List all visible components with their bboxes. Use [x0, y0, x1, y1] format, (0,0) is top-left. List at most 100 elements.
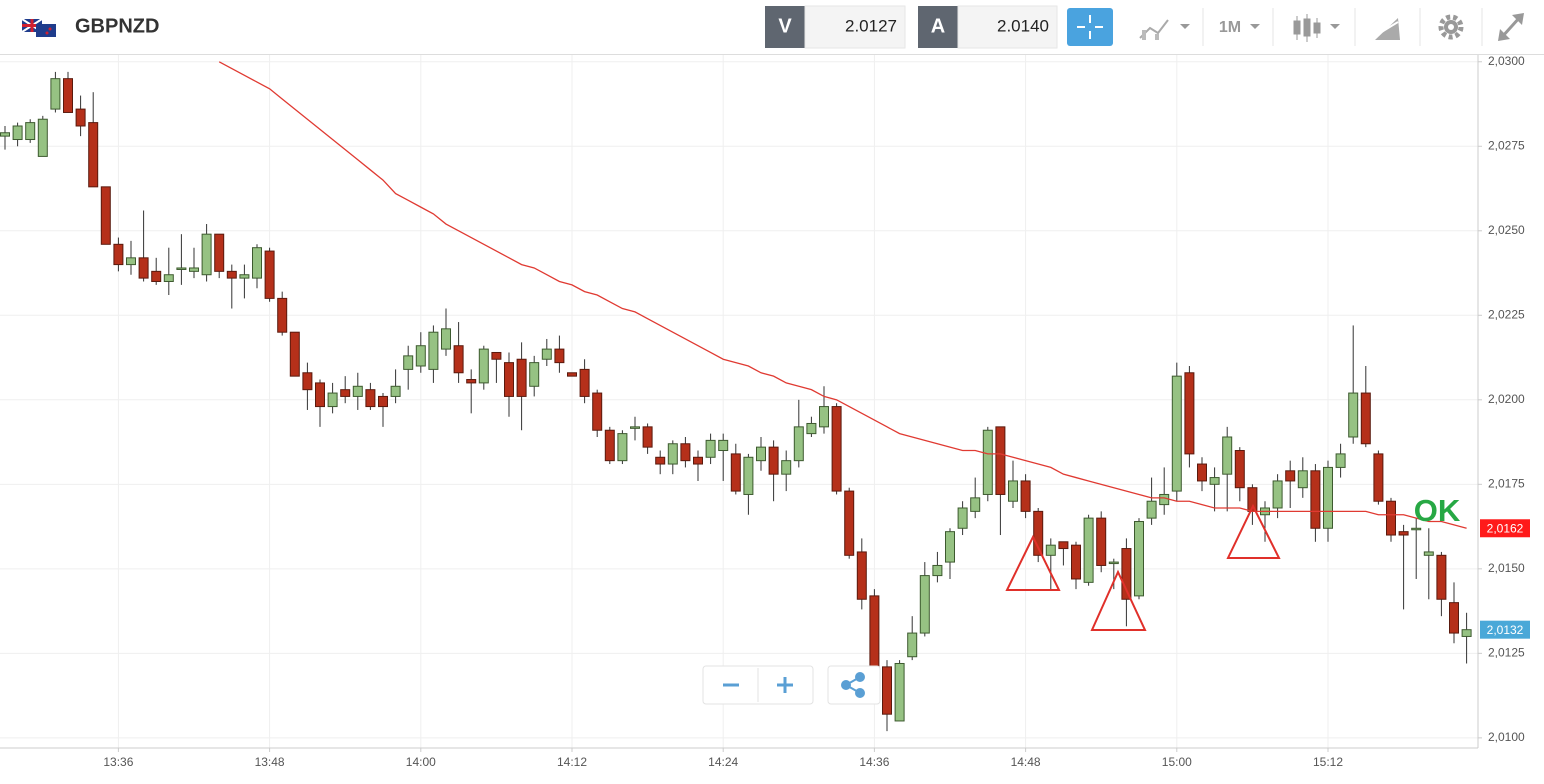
candle-body: [12, 125, 23, 141]
candle-body: [995, 426, 1006, 495]
candle-body: [844, 490, 855, 556]
candle-body: [315, 382, 325, 408]
candle-body: [0, 132, 10, 137]
candle-style-button[interactable]: [1293, 14, 1340, 42]
candle-body: [264, 250, 275, 299]
moving-average-line: [218, 61, 1467, 529]
candle-body: [365, 389, 376, 408]
candle-body: [554, 348, 565, 364]
candle-body: [1197, 463, 1207, 482]
candle-body: [1335, 453, 1346, 468]
candle-body: [113, 243, 124, 266]
candle-body: [592, 392, 603, 431]
x-tick-label: 15:12: [1313, 755, 1343, 769]
candle-body: [781, 460, 792, 475]
triangle: [1226, 503, 1281, 559]
x-tick-label: 14:24: [708, 755, 738, 769]
y-tick-label: 2,0100: [1488, 730, 1525, 744]
settings-button[interactable]: [1438, 14, 1464, 40]
candle-body: [252, 247, 262, 279]
candle-body: [693, 456, 703, 465]
fullscreen-button[interactable]: [1498, 13, 1524, 41]
candle-body: [869, 595, 880, 668]
zoom-controls: [702, 665, 881, 705]
share-icon: [841, 672, 865, 698]
candle-body: [1071, 544, 1081, 580]
candle-body: [176, 267, 187, 270]
candle-body: [516, 358, 527, 397]
candle-body: [819, 406, 829, 428]
x-tick-label: 14:12: [557, 755, 587, 769]
candle-body: [617, 433, 628, 462]
candle-body: [718, 439, 729, 452]
candle-body: [982, 429, 993, 495]
candle-body: [1423, 551, 1434, 556]
candle-body: [1033, 510, 1044, 556]
candle-body: [1461, 629, 1472, 637]
candle-body: [630, 426, 640, 429]
y-tick-label: 2,0300: [1488, 54, 1525, 68]
candle-body: [126, 257, 136, 266]
price-badge: [1480, 519, 1530, 538]
draw-tools-button[interactable]: [1374, 18, 1400, 40]
candle-body: [25, 122, 36, 141]
ask-value-box: [957, 5, 1058, 49]
y-tick-label: 2,0125: [1488, 646, 1525, 660]
candle-body: [428, 331, 439, 370]
bid-box[interactable]: [765, 6, 805, 48]
candle-body: [1373, 453, 1384, 502]
candle-body: [680, 443, 691, 462]
candle-body: [730, 453, 741, 492]
axes: 2,0100 2,0125 2,0150 2,0175 2,0200 2,0225 2,02…: [103, 54, 1530, 769]
candle-body: [945, 531, 955, 563]
candle-body: [541, 348, 552, 360]
candle-body: [579, 368, 590, 397]
ask-box[interactable]: [918, 6, 958, 48]
zoom-in[interactable]: [777, 677, 793, 693]
candle-body: [655, 456, 666, 465]
candle-body: [214, 233, 225, 272]
candle-body: [1323, 466, 1333, 529]
candle-body: [1209, 477, 1220, 485]
candle-body: [466, 379, 477, 384]
candle-body: [1045, 544, 1056, 556]
candle-body: [793, 426, 804, 462]
candle-body: [378, 395, 388, 408]
candle-body: [894, 662, 905, 722]
y-tick-label: 2,0250: [1488, 223, 1525, 237]
plot-area: [0, 61, 1472, 732]
candle-body: [957, 507, 968, 529]
share-button[interactable]: [827, 665, 881, 705]
timeframe[interactable]: 1M: [1219, 19, 1241, 36]
candle-body: [239, 274, 250, 279]
candle-body: [932, 564, 943, 577]
candle-body: [491, 351, 502, 360]
candle-body: [302, 372, 313, 391]
candle-body: [1121, 548, 1132, 600]
y-tick-label: 2,0275: [1488, 138, 1525, 152]
crosshair-button[interactable]: [1067, 8, 1113, 46]
candle-body: [1398, 531, 1409, 536]
candle-body: [667, 443, 678, 465]
candle-body: [1234, 450, 1245, 489]
header: GBPNZD V 2.0127 A 2.0140 1M: [0, 0, 1544, 55]
chart-type-button[interactable]: [1139, 19, 1190, 40]
candle-body: [1159, 493, 1170, 506]
flag: [21, 18, 56, 37]
candle-body: [441, 328, 451, 350]
crosshair-icon: [1077, 15, 1103, 39]
grid: [0, 55, 1478, 748]
candle-body: [1096, 517, 1107, 566]
candle-body: [403, 355, 414, 370]
candle-body: [504, 362, 514, 397]
y-tick-label: 2,0150: [1488, 561, 1525, 575]
candle-body: [1020, 480, 1031, 512]
y-tick-label: 2,0175: [1488, 476, 1525, 490]
triangle: [1005, 534, 1061, 591]
candle-body: [189, 267, 199, 272]
triangle: [1090, 569, 1147, 631]
candle-body: [642, 426, 653, 448]
candle-body: [970, 497, 981, 512]
candle-body: [151, 270, 162, 282]
